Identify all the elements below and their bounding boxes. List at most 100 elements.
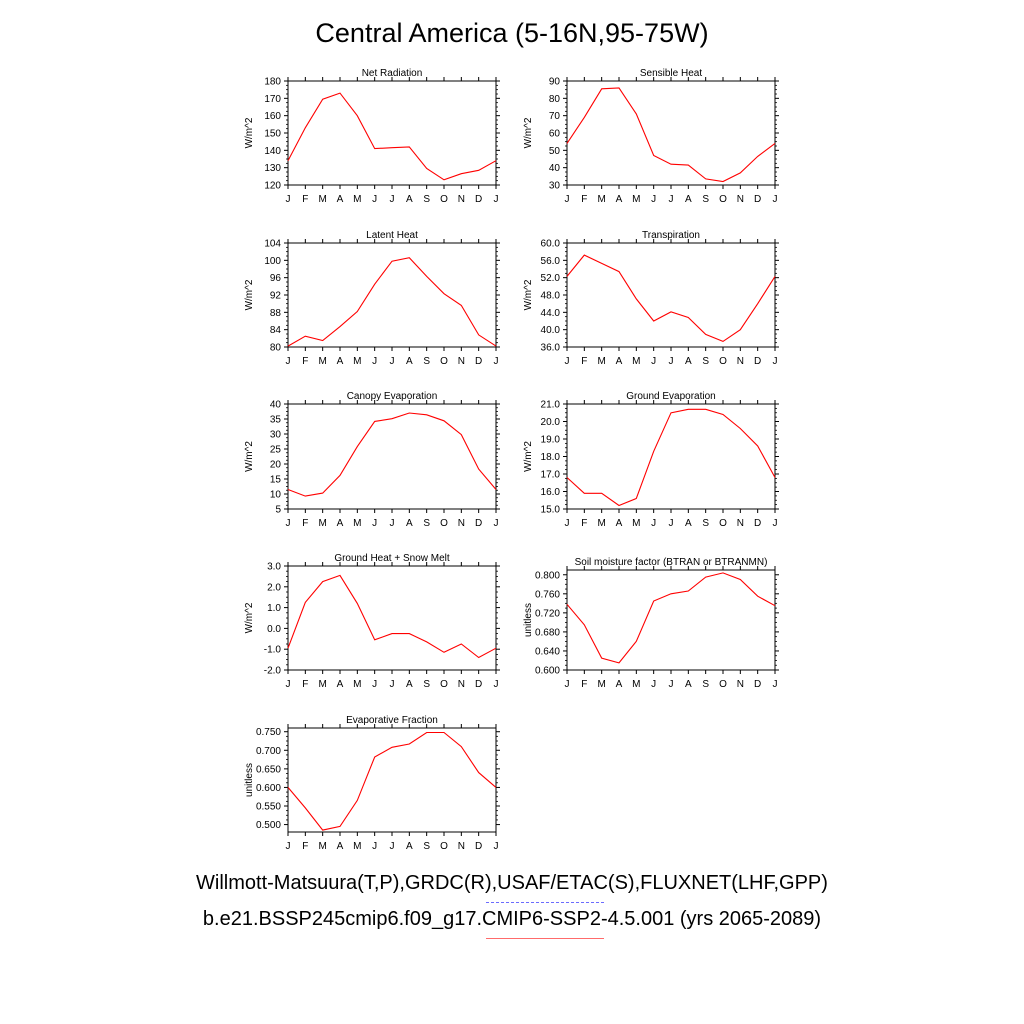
x-tick-label: M xyxy=(353,518,361,529)
x-tick-label: D xyxy=(475,679,482,690)
y-tick-label: 0.500 xyxy=(256,820,281,831)
x-tick-label: D xyxy=(475,518,482,529)
x-tick-label: J xyxy=(565,518,570,529)
series-line xyxy=(287,412,497,497)
y-tick-label: 36.0 xyxy=(541,343,561,354)
x-tick-label: S xyxy=(423,518,430,529)
plot-frame xyxy=(566,242,776,348)
panel-title: Evaporative Fraction xyxy=(346,715,438,726)
x-tick-label: J xyxy=(494,841,499,852)
footer-observations: Willmott-Matsuura(T,P),GRDC(R),USAF/ETAC… xyxy=(196,872,828,894)
x-tick-label: J xyxy=(651,518,656,529)
y-tick-label: 56.0 xyxy=(541,256,561,267)
x-tick-label: M xyxy=(632,679,640,690)
x-tick-label: J xyxy=(372,194,377,205)
y-tick-label: 0.800 xyxy=(535,570,560,581)
x-tick-label: M xyxy=(597,194,605,205)
y-tick-label: 84 xyxy=(270,325,282,336)
series-line xyxy=(566,572,776,664)
panel-6: Ground Evaporation W/m^2 15.0 16.0 17.0 18.0 1… xyxy=(523,391,779,529)
y-tick-label: 17.0 xyxy=(541,470,561,481)
x-tick-label: J xyxy=(565,679,570,690)
x-tick-label: J xyxy=(651,194,656,205)
x-tick-label: N xyxy=(737,679,744,690)
y-tick-label: 60 xyxy=(549,129,561,140)
x-tick-label: J xyxy=(286,518,291,529)
y-tick-label: 50 xyxy=(549,146,561,157)
x-tick-label: F xyxy=(302,679,308,690)
x-tick-label: O xyxy=(440,841,448,852)
y-tick-label: 140 xyxy=(264,146,281,157)
x-tick-label: N xyxy=(737,194,744,205)
y-tick-label: 170 xyxy=(264,94,281,105)
x-tick-label: M xyxy=(353,841,361,852)
legend-line-observations xyxy=(486,902,604,903)
x-tick-label: J xyxy=(651,679,656,690)
x-tick-label: S xyxy=(702,356,709,367)
x-tick-label: J xyxy=(286,194,291,205)
y-axis-label: W/m^2 xyxy=(244,602,255,633)
y-tick-label: 0.600 xyxy=(256,783,281,794)
x-tick-label: J xyxy=(494,194,499,205)
y-tick-label: 120 xyxy=(264,181,281,192)
x-tick-label: M xyxy=(597,518,605,529)
plot-frame xyxy=(287,80,497,186)
x-tick-label: A xyxy=(685,356,692,367)
series-line xyxy=(287,257,497,347)
y-tick-label: 40 xyxy=(270,400,282,411)
x-tick-label: F xyxy=(302,518,308,529)
x-tick-label: D xyxy=(475,841,482,852)
y-axis-label: W/m^2 xyxy=(244,117,255,148)
x-tick-label: J xyxy=(773,194,778,205)
y-tick-label: 5 xyxy=(275,505,281,516)
x-tick-label: A xyxy=(616,194,623,205)
y-axis-label: W/m^2 xyxy=(523,279,534,310)
panel-4: Transpiration W/m^2 36.0 40.0 44.0 48.0 52.0 56… xyxy=(523,230,779,367)
legend-line-model xyxy=(486,938,604,939)
y-tick-label: 19.0 xyxy=(541,435,561,446)
x-tick-label: J xyxy=(372,679,377,690)
y-axis-label: W/m^2 xyxy=(244,279,255,310)
x-tick-label: A xyxy=(406,518,413,529)
y-axis-label: W/m^2 xyxy=(523,441,534,472)
x-tick-label: M xyxy=(632,518,640,529)
x-tick-label: N xyxy=(737,518,744,529)
x-tick-label: J xyxy=(773,679,778,690)
x-tick-label: M xyxy=(353,194,361,205)
y-tick-label: 16.0 xyxy=(541,487,561,498)
panel-title: Sensible Heat xyxy=(640,68,702,79)
x-tick-label: S xyxy=(423,356,430,367)
x-tick-label: D xyxy=(754,679,761,690)
x-tick-label: J xyxy=(651,356,656,367)
x-tick-label: M xyxy=(632,194,640,205)
y-tick-label: 104 xyxy=(264,239,281,250)
panel-8: Soil moisture factor (BTRAN or BTRANMN) u… xyxy=(523,557,779,690)
series-line xyxy=(566,87,776,183)
y-axis-label: W/m^2 xyxy=(244,441,255,472)
x-tick-label: D xyxy=(475,194,482,205)
y-tick-label: 0.600 xyxy=(535,666,560,677)
x-tick-label: F xyxy=(581,194,587,205)
series-line xyxy=(566,254,776,343)
y-tick-label: 80 xyxy=(549,94,561,105)
x-tick-label: M xyxy=(318,841,326,852)
x-tick-label: N xyxy=(458,679,465,690)
x-tick-label: S xyxy=(702,194,709,205)
y-axis-label: W/m^2 xyxy=(523,117,534,148)
y-tick-label: 90 xyxy=(549,77,561,88)
y-tick-label: 25 xyxy=(270,445,282,456)
y-tick-label: 0.680 xyxy=(535,627,560,638)
y-tick-label: 96 xyxy=(270,273,282,284)
y-tick-label: 88 xyxy=(270,308,282,319)
panel-title: Soil moisture factor (BTRAN or BTRANMN) xyxy=(575,557,768,568)
panel-1: Net Radiation W/m^2 120 130 140 150 160 170 180 J… xyxy=(244,68,500,205)
x-tick-label: A xyxy=(406,679,413,690)
x-tick-label: N xyxy=(458,194,465,205)
x-tick-label: A xyxy=(406,841,413,852)
y-tick-label: 18.0 xyxy=(541,452,561,463)
x-tick-label: J xyxy=(390,518,395,529)
x-tick-label: N xyxy=(737,356,744,367)
x-tick-label: M xyxy=(318,194,326,205)
x-tick-label: A xyxy=(685,194,692,205)
